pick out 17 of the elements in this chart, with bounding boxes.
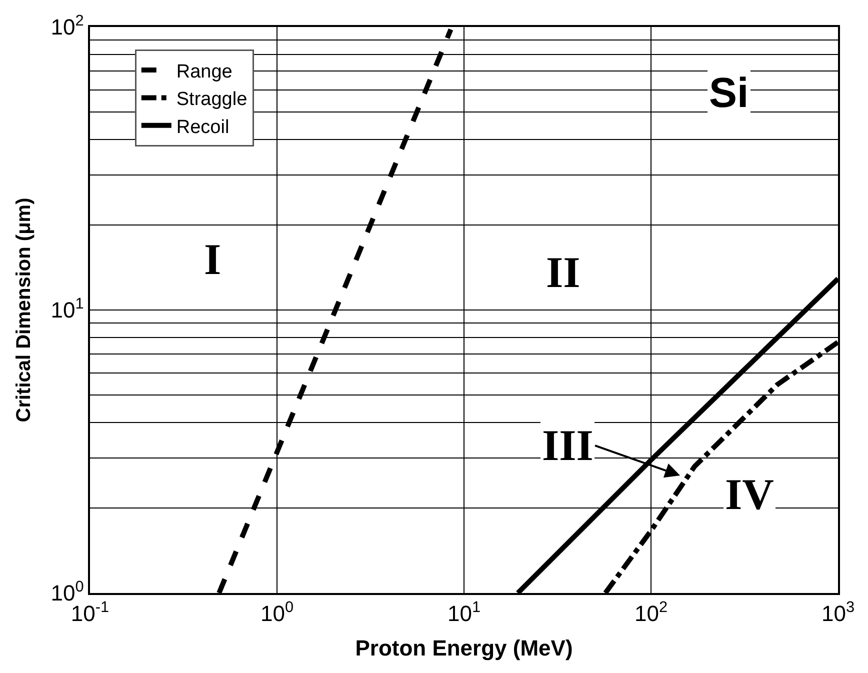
annotation: Si xyxy=(709,69,749,116)
x-axis-title: Proton Energy (MeV) xyxy=(355,636,573,661)
x-tick-label: 10$^{3}$ xyxy=(821,598,855,626)
annotation: II xyxy=(546,248,580,297)
legend-label: Straggle xyxy=(176,89,248,110)
y-tick-label: 10$^{0}$ xyxy=(50,578,84,606)
x-tick-label: 10$^{0}$ xyxy=(260,598,294,626)
y-tick-label: 10$^{1}$ xyxy=(50,295,84,323)
legend-label: Recoil xyxy=(176,116,230,138)
legend-label: Range xyxy=(176,61,232,82)
annotation: I xyxy=(204,235,222,284)
x-tick-label: 10$^{1}$ xyxy=(447,598,481,626)
annotation: IV xyxy=(725,470,774,519)
x-tick-label: 10$^{2}$ xyxy=(634,598,668,626)
y-tick-label: 10$^{2}$ xyxy=(50,12,84,40)
annotation: III xyxy=(542,421,594,470)
y-axis-title: Critical Dimension (μm) xyxy=(12,198,35,422)
